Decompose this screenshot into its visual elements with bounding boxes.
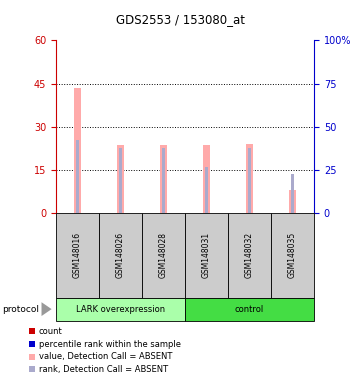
- Bar: [160, 146, 168, 213]
- Text: protocol: protocol: [2, 305, 39, 314]
- Text: GDS2553 / 153080_at: GDS2553 / 153080_at: [116, 13, 245, 26]
- Text: GSM148035: GSM148035: [288, 232, 297, 278]
- Text: percentile rank within the sample: percentile rank within the sample: [39, 339, 181, 349]
- Bar: [117, 146, 124, 213]
- Bar: [76, 140, 79, 213]
- Text: GSM148031: GSM148031: [202, 232, 211, 278]
- Bar: [289, 190, 296, 213]
- Text: GSM148016: GSM148016: [73, 232, 82, 278]
- Bar: [119, 148, 122, 213]
- Text: control: control: [235, 305, 264, 314]
- Bar: [162, 148, 165, 213]
- Text: GSM148026: GSM148026: [116, 232, 125, 278]
- Text: count: count: [39, 327, 63, 336]
- Bar: [205, 167, 208, 213]
- Text: GSM148032: GSM148032: [245, 232, 254, 278]
- Bar: [74, 88, 81, 213]
- Bar: [203, 146, 210, 213]
- Bar: [248, 148, 251, 213]
- Text: LARK overexpression: LARK overexpression: [76, 305, 165, 314]
- Bar: [246, 144, 253, 213]
- Text: rank, Detection Call = ABSENT: rank, Detection Call = ABSENT: [39, 365, 168, 374]
- Bar: [291, 174, 294, 213]
- Text: GSM148028: GSM148028: [159, 232, 168, 278]
- Text: value, Detection Call = ABSENT: value, Detection Call = ABSENT: [39, 352, 172, 361]
